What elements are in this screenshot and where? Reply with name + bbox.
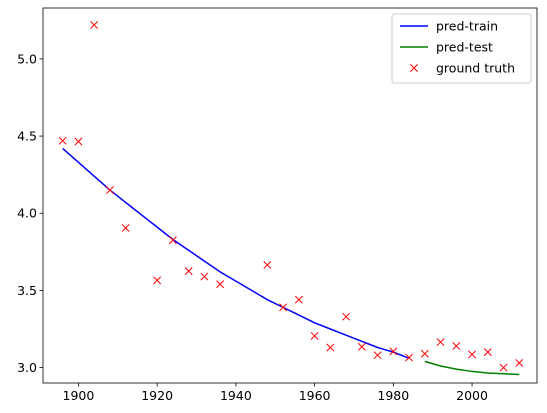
x-tick-label: 1980 <box>377 388 409 403</box>
data-point <box>405 353 414 362</box>
data-point <box>310 331 319 340</box>
plot-frame <box>42 7 538 384</box>
data-point <box>342 312 351 321</box>
data-point <box>263 260 272 269</box>
legend: pred-train pred-test ground truth <box>391 13 532 84</box>
data-point <box>468 350 477 359</box>
data-point <box>452 342 461 350</box>
data-point <box>184 267 193 276</box>
data-point <box>153 276 162 285</box>
legend-swatch <box>410 64 418 72</box>
data-point <box>373 351 382 360</box>
y-tick-label: 5.0 <box>17 51 37 66</box>
legend-label: pred-test <box>436 40 493 55</box>
data-point <box>90 21 99 29</box>
x-tick-label: 1900 <box>63 388 95 403</box>
data-point <box>58 136 67 145</box>
data-point <box>121 223 130 232</box>
legend-label: pred-train <box>436 19 498 34</box>
x-tick-label: 1940 <box>220 388 252 403</box>
series-line-pred-train <box>62 147 410 360</box>
series-line-pred-test <box>424 360 520 376</box>
data-point <box>499 363 508 372</box>
y-tick-label: 4.5 <box>17 129 37 144</box>
legend-item: pred-test <box>400 40 493 55</box>
y-tick-label: 3.5 <box>17 283 37 298</box>
x-tick-label: 1960 <box>299 388 331 403</box>
legend-box <box>391 13 532 84</box>
data-point <box>216 280 225 289</box>
data-point <box>436 338 445 347</box>
legend-item: pred-train <box>400 19 498 34</box>
data-point <box>420 349 429 358</box>
y-tick-label: 3.0 <box>17 360 37 375</box>
axes: 1900 1920 1940 1960 1980 2000 3.0 3.5 4.0 4.5 5.0 <box>17 7 538 403</box>
data-point <box>200 272 209 281</box>
x-tick-label: 2000 <box>456 388 488 403</box>
data-point <box>74 137 83 146</box>
y-tick-label: 4.0 <box>17 206 37 221</box>
legend-item: ground truth <box>410 61 515 76</box>
data-point <box>279 303 288 312</box>
data-point <box>483 348 492 357</box>
plot-area <box>58 21 524 376</box>
data-point <box>294 295 303 304</box>
data-point <box>357 342 366 351</box>
data-point <box>168 236 177 245</box>
data-point <box>389 347 398 356</box>
data-point <box>515 358 524 367</box>
x-tick-label: 1920 <box>141 388 173 403</box>
data-point <box>326 343 335 352</box>
data-point <box>105 186 114 195</box>
legend-label: ground truth <box>436 61 515 76</box>
